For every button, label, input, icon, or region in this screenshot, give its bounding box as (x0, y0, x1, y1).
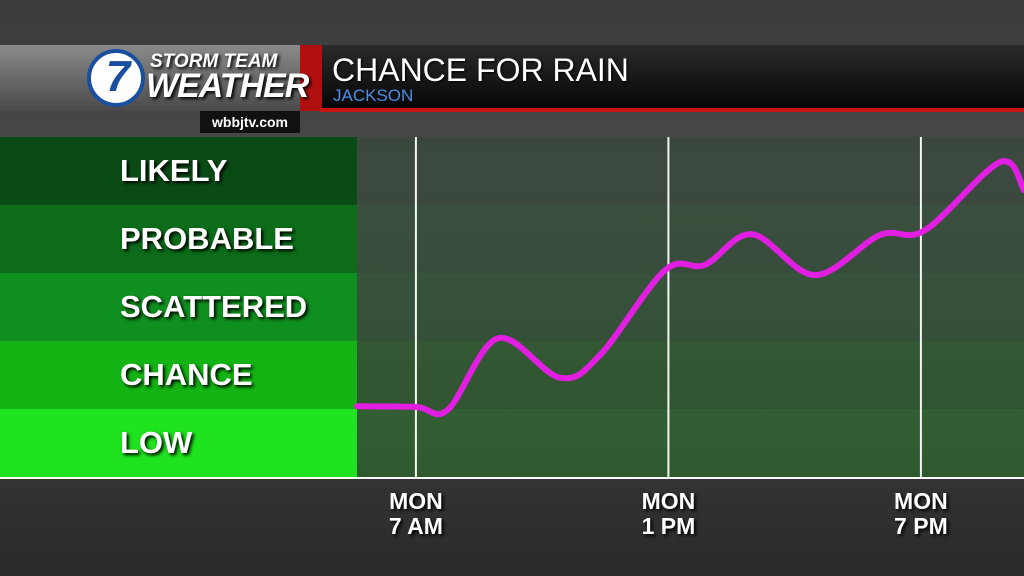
level-label: CHANCE (120, 357, 253, 392)
level-label: LIKELY (120, 153, 228, 188)
level-band (0, 273, 357, 341)
level-band (0, 341, 357, 409)
level-label: SCATTERED (120, 289, 308, 324)
plot-band (357, 205, 1024, 273)
x-tick-label: MON 7 AM (388, 488, 443, 539)
website: wbbjtv.com (212, 114, 288, 130)
level-band (0, 205, 357, 273)
logo-circle (87, 49, 145, 107)
logo-panel (0, 45, 300, 111)
level-band (0, 409, 357, 477)
chart-subtitle: JACKSON (333, 86, 414, 105)
rain-chance-line (354, 158, 1024, 418)
x-tick-label: MON 1 PM (641, 488, 696, 539)
station-name: STORM TEAM (150, 51, 278, 72)
website-tab (200, 111, 300, 133)
plot-band (357, 273, 1024, 341)
level-band (0, 137, 357, 205)
station-name: WEATHER (146, 67, 309, 105)
level-label: PROBABLE (120, 221, 294, 256)
logo-number: 7 (105, 52, 131, 101)
chart-title: CHANCE FOR RAIN (332, 52, 629, 88)
plot-band (357, 137, 1024, 205)
plot-band (357, 409, 1024, 477)
header-rule (320, 108, 1024, 112)
level-label: LOW (120, 425, 193, 460)
x-tick-label: MON 7 PM (894, 488, 948, 539)
header-accent (300, 45, 322, 111)
